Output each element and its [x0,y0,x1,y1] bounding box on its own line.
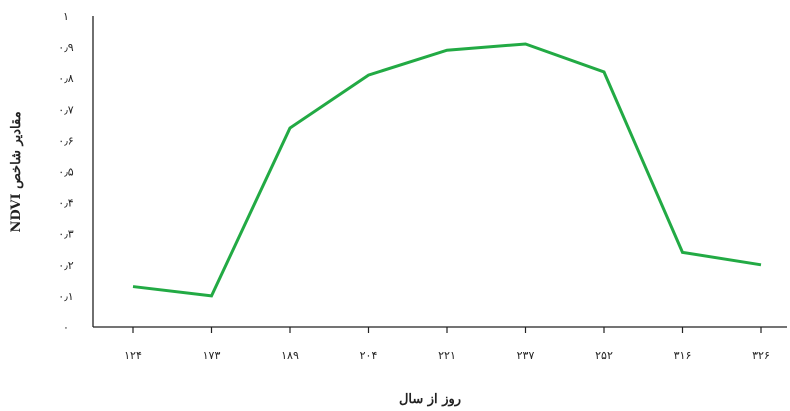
series-group [132,42,762,298]
y-tick-label: ۰ [63,321,69,334]
y-tick-label: ۰٫۱ [58,290,73,303]
y-tick-label: ۰٫۴ [58,197,73,210]
y-tick-label: ۱ [63,10,69,23]
x-tick-label: ۱۲۴ [124,349,142,362]
y-tick-label: ۰٫۹ [58,41,73,54]
x-axis-ticks: ۱۲۴ ۱۷۳ ۱۸۹ ۲۰۴ ۲۲۱ ۲۳۷ ۲۵۲ ۳۱۶ ۳۲۶ [124,327,770,362]
ndvi-series-line [132,42,762,298]
x-tick-label: ۲۲۱ [438,349,456,362]
y-tick-label: ۰٫۶ [58,134,73,147]
x-tick-label: ۳۱۶ [674,349,692,362]
x-tick-label: ۲۰۴ [360,349,378,362]
x-tick-label: ۲۳۷ [517,349,535,362]
y-tick-label: ۰٫۸ [58,72,73,85]
y-tick-label: ۰٫۲ [58,259,73,272]
y-tick-label: ۰٫۳ [58,228,73,241]
x-tick-label: ۲۵۲ [595,349,613,362]
x-axis-title: روز از سال [399,392,461,407]
y-axis-title: مقادیر شاخص NDVI [9,111,24,232]
y-tick-label: ۰٫۵ [58,166,73,179]
x-tick-label: ۱۷۳ [203,349,221,362]
y-tick-label: ۰٫۷ [58,103,73,116]
x-tick-label: ۳۲۶ [752,349,770,362]
x-tick-label: ۱۸۹ [281,349,299,362]
axes [92,16,787,328]
y-axis-ticks: ۰ ۰٫۱ ۰٫۲ ۰٫۳ ۰٫۴ ۰٫۵ ۰٫۶ ۰٫۷ ۰٫۸ ۰٫۹ ۱ [58,10,73,334]
